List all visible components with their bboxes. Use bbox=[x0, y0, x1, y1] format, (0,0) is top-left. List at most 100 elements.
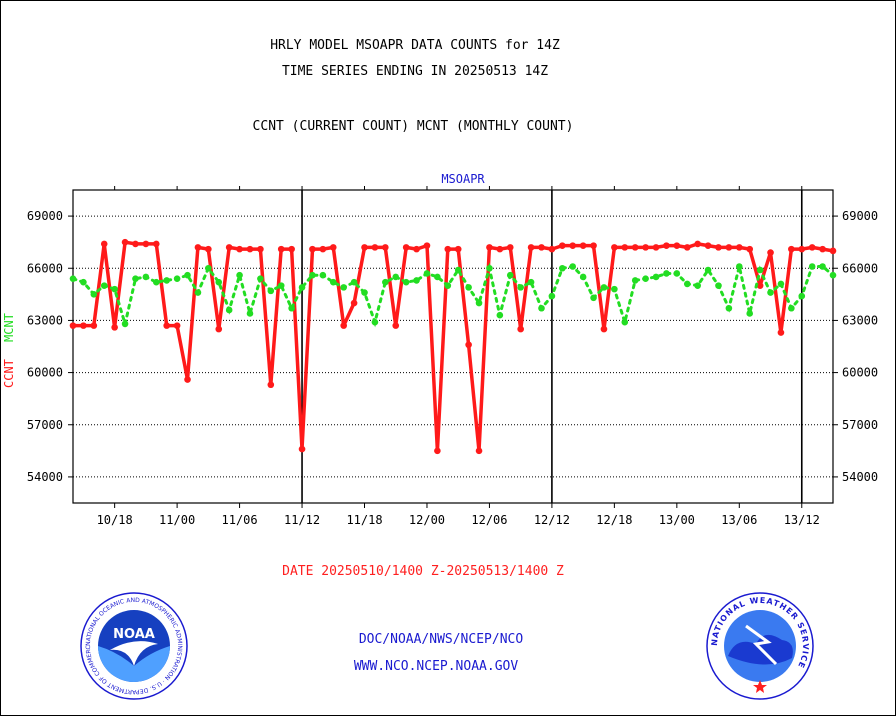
y-tick-label-right: 54000 bbox=[842, 470, 878, 484]
mcnt-point bbox=[663, 270, 670, 277]
ccnt-point bbox=[277, 245, 285, 253]
chart-series-title: MSOAPR bbox=[441, 172, 485, 186]
mcnt-point bbox=[621, 318, 629, 326]
ccnt-point bbox=[465, 341, 472, 349]
mcnt-point bbox=[350, 278, 358, 286]
mcnt-point bbox=[600, 284, 608, 291]
mcnt-point bbox=[808, 263, 816, 270]
mcnt-point bbox=[225, 306, 233, 314]
ccnt-point bbox=[413, 245, 420, 253]
x-tick-label: 12/06 bbox=[471, 513, 507, 527]
y-tick-label-left: 54000 bbox=[27, 470, 63, 484]
ccnt-point bbox=[486, 244, 493, 251]
ccnt-point bbox=[611, 244, 618, 251]
mcnt-point bbox=[90, 291, 98, 298]
ccnt-point bbox=[819, 245, 826, 253]
ccnt-point bbox=[434, 447, 441, 455]
mcnt-point bbox=[829, 271, 837, 279]
ccnt-point bbox=[402, 244, 410, 251]
date-range-label: DATE 20250510/1400 Z-20250513/1400 Z bbox=[282, 564, 564, 579]
noaa-logo: NATIONAL OCEANIC AND ATMOSPHERIC ADMINIS… bbox=[80, 592, 188, 700]
ccnt-point bbox=[90, 322, 98, 329]
mcnt-point bbox=[236, 271, 243, 279]
mcnt-point bbox=[257, 275, 264, 282]
ccnt-point bbox=[288, 245, 295, 253]
doc-noaa-link[interactable]: DOC/NOAA/NWS/NCEP/NCO bbox=[358, 632, 524, 647]
ccnt-point bbox=[569, 242, 577, 249]
y-axis-label-ccnt: CCNT bbox=[2, 359, 16, 388]
mcnt-point bbox=[80, 278, 87, 286]
x-tick-label: 12/00 bbox=[409, 513, 445, 527]
ccnt-point bbox=[829, 247, 837, 255]
ccnt-point bbox=[173, 322, 181, 329]
mcnt-point bbox=[277, 282, 285, 289]
ccnt-point bbox=[142, 240, 150, 248]
x-tick-label: 11/00 bbox=[159, 513, 195, 527]
x-tick-label: 13/12 bbox=[784, 513, 820, 527]
mcnt-point bbox=[725, 304, 733, 312]
y-tick-label-left: 57000 bbox=[27, 418, 63, 432]
ccnt-point bbox=[309, 245, 316, 253]
ccnt-point bbox=[454, 245, 462, 253]
ccnt-point bbox=[559, 242, 566, 249]
mcnt-point bbox=[548, 292, 556, 300]
nws-logo: NATIONAL WEATHER SERVICE bbox=[706, 592, 814, 700]
mcnt-point bbox=[392, 273, 400, 281]
ccnt-point bbox=[798, 245, 806, 253]
ccnt-point bbox=[683, 244, 691, 251]
ccnt-point bbox=[475, 447, 483, 455]
ccnt-point bbox=[506, 244, 514, 251]
y-tick-label-right: 66000 bbox=[842, 261, 878, 275]
ccnt-point bbox=[808, 244, 816, 251]
mcnt-point bbox=[496, 311, 504, 319]
mcnt-point bbox=[361, 289, 368, 296]
ccnt-point bbox=[756, 282, 764, 289]
mcnt-point bbox=[163, 277, 170, 284]
ccnt-point bbox=[600, 325, 608, 333]
ccnt-point bbox=[538, 244, 545, 251]
ccnt-point bbox=[257, 245, 264, 253]
series-ccnt bbox=[69, 238, 837, 455]
chart-title-line2: TIME SERIES ENDING IN 20250513 14Z bbox=[281, 64, 549, 79]
ccnt-point bbox=[548, 245, 556, 253]
mcnt-point bbox=[517, 284, 524, 291]
ccnt-point bbox=[194, 244, 202, 251]
mcnt-point bbox=[402, 278, 410, 286]
mcnt-point bbox=[444, 282, 452, 289]
mcnt-point bbox=[132, 275, 139, 282]
mcnt-point bbox=[184, 271, 191, 279]
ccnt-point bbox=[361, 244, 368, 251]
mcnt-point bbox=[100, 282, 108, 289]
nco-website-link[interactable]: WWW.NCO.NCEP.NOAA.GOV bbox=[353, 659, 519, 674]
ccnt-point bbox=[631, 244, 639, 251]
ccnt-point bbox=[111, 324, 118, 331]
mcnt-point bbox=[736, 263, 743, 270]
ccnt-point bbox=[621, 244, 629, 251]
y-tick-label-left: 60000 bbox=[27, 366, 63, 380]
mcnt-point bbox=[683, 280, 691, 288]
ccnt-point bbox=[517, 325, 524, 333]
ccnt-point bbox=[527, 244, 535, 251]
mcnt-point bbox=[673, 270, 681, 277]
ccnt-point bbox=[69, 322, 77, 329]
ccnt-point bbox=[236, 245, 243, 253]
ccnt-point bbox=[132, 240, 139, 248]
ccnt-point bbox=[496, 245, 504, 253]
noaa-logo-text: NOAA bbox=[113, 627, 155, 642]
ccnt-point bbox=[444, 245, 452, 253]
mcnt-point bbox=[704, 266, 712, 274]
mcnt-point bbox=[590, 294, 597, 302]
mcnt-point bbox=[756, 266, 764, 274]
ccnt-point bbox=[392, 322, 400, 329]
ccnt-point bbox=[152, 240, 160, 248]
ccnt-point bbox=[319, 245, 327, 253]
mcnt-point bbox=[69, 275, 77, 282]
ccnt-point bbox=[694, 240, 701, 248]
y-tick-label-left: 69000 bbox=[27, 209, 63, 223]
ccnt-point bbox=[215, 325, 223, 333]
mcnt-point bbox=[382, 278, 389, 286]
mcnt-point bbox=[527, 278, 535, 286]
mcnt-point bbox=[798, 292, 806, 300]
mcnt-point bbox=[475, 299, 483, 307]
x-tick-label: 13/06 bbox=[721, 513, 757, 527]
